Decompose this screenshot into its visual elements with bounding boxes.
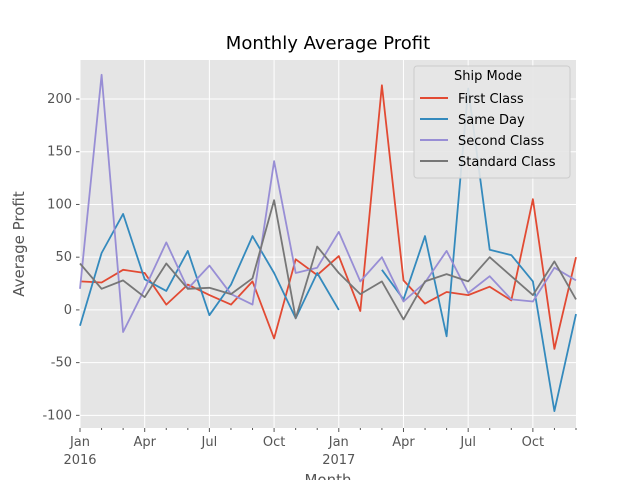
legend-label: Same Day <box>458 113 525 128</box>
y-tick-label: 0 <box>64 303 72 318</box>
x-tick-label: Apr <box>133 435 156 450</box>
y-tick-label: 50 <box>55 250 72 265</box>
x-tick-label: Jan <box>328 435 349 450</box>
y-tick-label: 200 <box>47 92 72 107</box>
series-line-first-class <box>79 84 577 350</box>
x-tick-label: Oct <box>263 435 285 450</box>
y-tick-label: -100 <box>42 408 72 423</box>
legend-title: Ship Mode <box>454 69 522 84</box>
series-line-standard-class <box>79 199 577 321</box>
x-tick-label: Jan <box>69 435 90 450</box>
legend-label: Standard Class <box>458 155 556 170</box>
x-tick-label: Apr <box>392 435 415 450</box>
x-axis-title: Month <box>304 471 351 480</box>
legend-label: First Class <box>458 92 524 107</box>
x-tick-label: Jul <box>459 435 476 450</box>
legend: Ship Mode First Class Same Day Second Class… <box>413 65 571 179</box>
x-tick-label: Oct <box>522 435 544 450</box>
y-axis-title: Average Profit <box>10 191 28 297</box>
series-line-second-class <box>79 73 577 333</box>
y-tick-label: 100 <box>47 197 72 212</box>
legend-label: Second Class <box>458 134 544 149</box>
x-tick-label: Jul <box>201 435 218 450</box>
legend-box <box>413 65 571 179</box>
x-tick-year-label: 2016 <box>63 453 96 468</box>
x-tick-year-label: 2017 <box>322 453 355 468</box>
y-tick-label: 150 <box>47 145 72 160</box>
y-tick-label: -50 <box>51 356 72 371</box>
chart-title: Monthly Average Profit <box>226 33 430 54</box>
